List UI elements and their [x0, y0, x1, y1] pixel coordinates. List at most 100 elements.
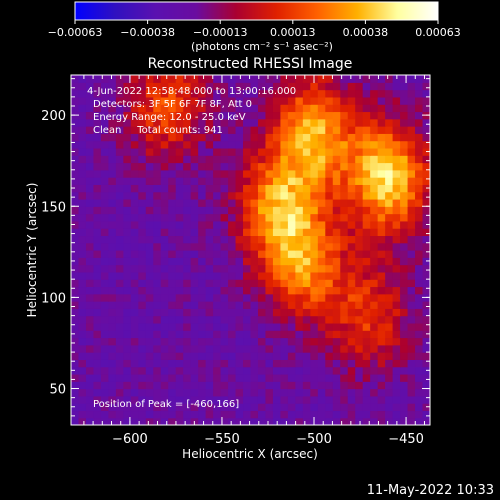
heatmap-cell — [377, 140, 386, 149]
heatmap-cell — [108, 213, 117, 222]
heatmap-cell — [317, 257, 326, 266]
heatmap-cell — [362, 257, 371, 266]
heatmap-cell — [265, 147, 274, 156]
heatmap-cell — [85, 293, 95, 302]
heatmap-cell — [370, 169, 379, 178]
heatmap-cell — [100, 162, 109, 171]
heatmap-cell — [385, 228, 394, 237]
heatmap-cell — [392, 257, 401, 266]
heatmap-cell — [228, 381, 237, 390]
colorbar-tick-label: 0.00063 — [415, 26, 461, 39]
heatmap-cell — [168, 118, 177, 127]
heatmap-cell — [287, 147, 296, 156]
heatmap-cell — [362, 140, 371, 149]
heatmap-cell — [347, 264, 356, 273]
heatmap-cell — [213, 359, 222, 368]
heatmap-cell — [302, 111, 311, 120]
heatmap-cell — [138, 322, 147, 331]
heatmap-cell — [407, 228, 416, 237]
heatmap-cell — [422, 410, 430, 419]
heatmap-cell — [280, 89, 289, 98]
heatmap-cell — [235, 228, 244, 237]
heatmap-cell — [287, 330, 296, 339]
heatmap-cell — [280, 264, 289, 273]
heatmap-cell — [78, 96, 87, 105]
heatmap-cell — [355, 403, 364, 412]
heatmap-cell — [400, 301, 409, 309]
heatmap-cell — [340, 184, 349, 193]
heatmap-cell — [250, 206, 259, 215]
heatmap-cell — [93, 82, 102, 91]
heatmap-cell — [198, 359, 207, 368]
heatmap-cell — [145, 264, 154, 273]
heatmap-cell — [235, 293, 244, 302]
heatmap-cell — [71, 162, 80, 171]
heatmap-cell — [220, 322, 229, 331]
heatmap-cell — [175, 177, 184, 185]
heatmap-cell — [243, 133, 252, 142]
heatmap-cell — [130, 155, 139, 164]
heatmap-cell — [355, 417, 364, 425]
heatmap-cell — [400, 308, 409, 317]
heatmap-cell — [235, 264, 244, 273]
heatmap-cell — [295, 184, 304, 193]
heatmap-cell — [123, 126, 132, 134]
heatmap-cell — [407, 126, 416, 134]
heatmap-cell — [108, 388, 117, 397]
heatmap-cell — [115, 177, 124, 185]
heatmap-cell — [257, 162, 267, 171]
heatmap-cell — [175, 213, 184, 222]
heatmap-cell — [385, 82, 394, 91]
heatmap-cell — [93, 147, 102, 156]
heatmap-cell — [355, 242, 364, 251]
heatmap-cell — [183, 286, 192, 295]
heatmap-cell — [325, 344, 334, 353]
heatmap-cell — [392, 242, 401, 251]
heatmap-cell — [295, 126, 304, 134]
heatmap-cell — [213, 133, 222, 142]
heatmap-cell — [153, 126, 162, 134]
heatmap-cell — [310, 126, 319, 134]
heatmap-cell — [160, 140, 169, 149]
heatmap-cell — [145, 330, 154, 339]
heatmap-cell — [257, 250, 267, 258]
heatmap-cell — [280, 206, 289, 215]
heatmap-cell — [153, 213, 162, 222]
heatmap-cell — [362, 381, 371, 390]
heatmap-cell — [235, 126, 244, 134]
heatmap-cell — [93, 133, 102, 142]
heatmap-cell — [332, 104, 341, 113]
heatmap-cell — [145, 395, 154, 404]
heatmap-cell — [415, 403, 424, 412]
heatmap-cell — [325, 220, 334, 229]
heatmap-cell — [123, 206, 132, 215]
heatmap-cell — [175, 410, 184, 419]
heatmap-cell — [310, 264, 319, 273]
heatmap-cell — [85, 96, 95, 105]
heatmap-cell — [123, 220, 132, 229]
heatmap-cell — [257, 337, 267, 346]
heatmap-cell — [310, 162, 319, 171]
heatmap-cell — [257, 388, 267, 397]
heatmap-cell — [168, 330, 177, 339]
heatmap-cell — [407, 104, 416, 113]
heatmap-cell — [153, 381, 162, 390]
heatmap-cell — [228, 359, 237, 368]
heatmap-cell — [183, 155, 192, 164]
heatmap-cell — [100, 293, 109, 302]
heatmap-cell — [108, 162, 117, 171]
heatmap-cell — [108, 322, 117, 331]
heatmap-cell — [78, 366, 87, 375]
heatmap-cell — [243, 301, 252, 309]
heatmap-cell — [220, 89, 229, 98]
heatmap-cell — [280, 111, 289, 120]
heatmap-cell — [243, 198, 252, 207]
heatmap-cell — [392, 184, 401, 193]
heatmap-cell — [243, 177, 252, 185]
heatmap-cell — [287, 344, 296, 353]
heatmap-cell — [347, 133, 356, 142]
heatmap-cell — [310, 308, 319, 317]
heatmap-cell — [385, 344, 394, 353]
heatmap-cell — [272, 293, 282, 302]
heatmap-cell — [362, 235, 371, 244]
